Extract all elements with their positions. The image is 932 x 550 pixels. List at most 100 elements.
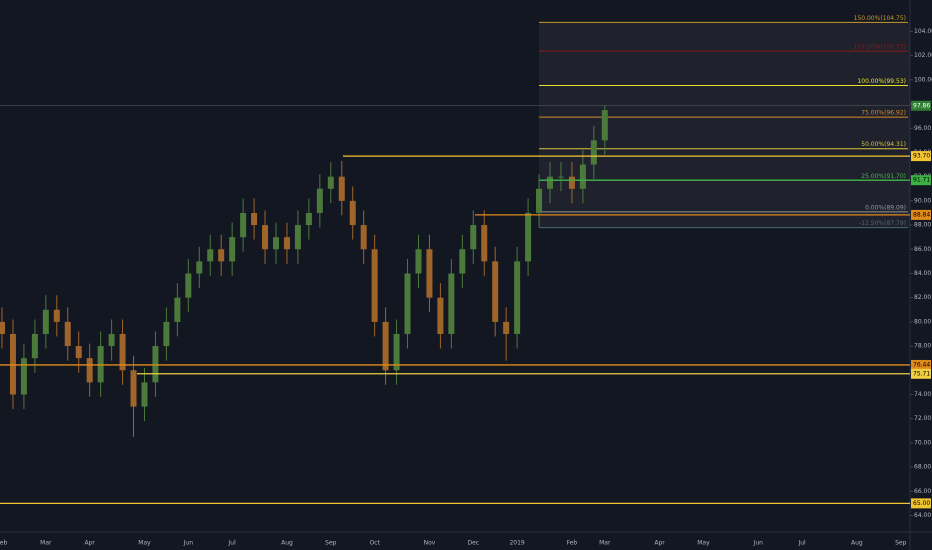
candle-body [382,321,389,371]
candle-body [536,188,543,213]
level-box [911,498,931,509]
level-box [911,368,931,379]
x-tick-label: Aug [851,540,863,547]
candle-body [86,358,93,383]
candle-body [525,212,532,262]
x-tick-label: Oct [369,540,380,547]
candle-body [492,261,499,322]
y-tick-label: 100.00 [914,76,932,83]
candle-body [404,273,411,334]
y-tick-label: 96.00 [914,125,931,132]
x-tick-label: Jun [183,540,194,547]
y-tick-label: 86.00 [914,246,931,253]
y-tick-label: 74.00 [914,391,931,398]
candle-body [97,346,104,383]
x-tick-label: Apr [84,540,95,547]
fib-label: 127.20%(102.37) [854,44,906,51]
x-tick-label: Mar [599,540,611,547]
candle-body [393,333,400,371]
x-tick-label: Aug [281,540,293,547]
candle-body [31,333,38,359]
y-tick-label: 88.00 [914,222,931,229]
level-box [911,209,931,220]
candle-body [130,370,137,407]
y-tick-label: 64.00 [914,512,931,519]
fib-label: 50.00%(94.31) [861,141,906,148]
candle-body [470,225,477,250]
candle-body [141,382,148,407]
candle-body [448,273,455,334]
candle-body [240,212,247,238]
candle-body [9,333,16,395]
y-tick-label: 104.00 [914,28,932,35]
candle-body [426,249,433,298]
candle-body [262,225,269,250]
level-label: 93.70 [913,153,930,160]
candle-body [283,237,290,250]
y-tick-label: 90.00 [914,197,931,204]
candle-body [349,200,356,226]
fib-area [539,22,910,228]
candle-body [481,225,488,262]
level-box [911,359,931,370]
level-label: 76.44 [913,361,930,368]
candle-body [590,140,597,165]
candle-body [0,321,5,334]
candle-body [174,297,181,322]
x-tick-label: Jul [228,540,237,547]
candle-body [371,249,378,322]
candle-body [360,225,367,250]
candle-body [415,249,422,274]
y-tick-label: 70.00 [914,439,931,446]
candle-body [20,358,27,395]
candle-body [338,176,345,201]
fib-label: 0.00%(89.09) [865,204,906,211]
candle-body [579,164,586,189]
candle-body [207,249,214,262]
last-price-box [911,100,931,111]
x-tick-label: Nov [424,540,436,547]
x-tick-label: Mar [40,540,52,547]
candle-body [503,321,510,334]
level-label: 65.00 [913,500,930,507]
y-tick-label: 84.00 [914,270,931,277]
y-tick-label: 68.00 [914,464,931,471]
x-tick-label: Feb [567,540,578,547]
x-tick-label: Feb [0,540,8,547]
x-tick-label: Apr [654,540,665,547]
candle-body [601,110,608,141]
x-tick-label: Dec [467,540,479,547]
y-tick-label: 80.00 [914,318,931,325]
candle-body [75,346,82,359]
candle-body [294,225,301,250]
fib-label: 25.00%(91.70) [861,173,906,180]
y-tick-label: 78.00 [914,343,931,350]
candle-body [273,237,279,250]
x-tick-label: May [697,540,710,547]
x-tick-label: 2019 [509,540,524,547]
level-box [911,175,931,186]
fib-label: 150.00%(104.75) [854,15,906,22]
level-box [911,151,931,162]
fib-label: 75.00%(96.92) [861,110,906,117]
x-tick-label: Jun [753,540,764,547]
candle-body [42,309,49,334]
candle-body [53,309,60,322]
candle-body [459,249,466,274]
candle-body [64,321,71,347]
level-label: 88.84 [913,211,930,218]
candle-body [119,333,126,371]
x-tick-label: Sep [325,540,337,547]
candle-body [229,237,236,262]
x-tick-label: May [138,540,151,547]
candle-body [196,261,203,274]
fib-label: 100.00%(99.53) [857,78,906,85]
candle-body [316,188,323,213]
candle-body [251,212,258,226]
fib-label: -12.50%(87.79) [859,220,906,227]
level-label: 75.71 [913,370,930,377]
y-tick-label: 82.00 [914,294,931,301]
candle-body [437,297,444,334]
